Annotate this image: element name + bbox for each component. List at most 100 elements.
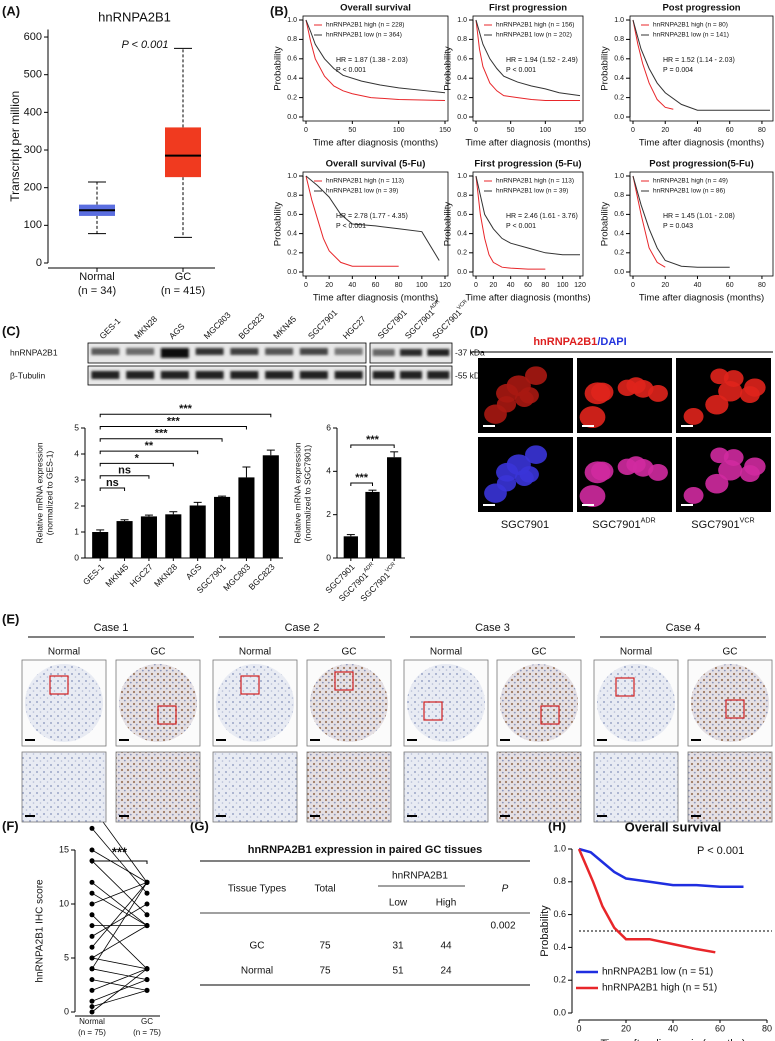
category-note: (n = 75) (78, 1028, 106, 1037)
y-tick-label: 0.4 (287, 230, 297, 237)
annotation: P = 0.004 (663, 67, 693, 74)
annotation: HR = 2.46 (1.61 - 3.76) (506, 213, 578, 220)
band (427, 371, 450, 379)
blot-frame (87, 365, 367, 386)
nucleus (683, 486, 704, 504)
y-tick-label: 0 (64, 1006, 69, 1016)
y-axis-label: Probability (273, 46, 284, 91)
band (230, 348, 259, 355)
y-tick-label: 0.2 (614, 94, 624, 101)
pair-line (91, 828, 148, 894)
x-tick-label: 100 (557, 282, 569, 289)
ihc-zoom (306, 751, 392, 823)
x-tick-label: 40 (668, 1023, 678, 1033)
x-tick-label: 50 (507, 127, 515, 134)
x-tick-label: 20 (621, 1023, 631, 1033)
x-tick-label: 80 (758, 127, 766, 134)
nucleus (632, 459, 654, 477)
annotation: P < 0.001 (122, 39, 169, 51)
tissue-label: GC (723, 647, 738, 658)
x-axis-label: Time after diagnosis (months) (639, 293, 764, 304)
scale-bar (25, 739, 35, 741)
legend-label: hnRNPA2B1 high (n = 156) (496, 22, 574, 29)
bar (238, 477, 255, 558)
y-axis-label: Probability (600, 202, 611, 247)
survival-curve (632, 19, 770, 111)
scale-bar (681, 504, 693, 506)
pair-line (91, 892, 148, 926)
y-tick-label: 0.0 (287, 269, 297, 276)
band (265, 371, 294, 379)
lane-label: GES-1 (97, 316, 122, 341)
y-tick-label: 0 (36, 257, 42, 269)
y-tick-label: 200 (24, 182, 42, 194)
band (427, 349, 450, 356)
y-tick-label: 0.2 (553, 975, 566, 985)
band (91, 348, 120, 355)
scale-bar (500, 815, 510, 817)
ihc-zoom (687, 751, 773, 823)
y-tick-label: 0.4 (614, 230, 624, 237)
scale-bar (691, 739, 701, 741)
x-tick-label: 80 (758, 282, 766, 289)
roi-box (423, 701, 443, 721)
case-label: Case 1 (94, 622, 129, 634)
x-tick-label: 100 (539, 127, 551, 134)
significance-bracket (99, 438, 223, 442)
x-tick-label: 80 (541, 282, 549, 289)
chart-title: First progression (5-Fu) (474, 159, 581, 170)
roi-box (49, 675, 69, 695)
ihc-zoom (212, 751, 298, 823)
point (89, 825, 95, 831)
significance-bracket (99, 462, 174, 467)
pair-line (91, 903, 148, 937)
y-tick-label: 15 (59, 844, 69, 854)
pair-line (91, 968, 148, 980)
point (144, 901, 150, 907)
band (299, 348, 328, 355)
lane-label: MKN28 (132, 314, 159, 341)
nucleus (705, 394, 729, 415)
annotation: HR = 1.94 (1.52 - 2.49) (506, 57, 578, 64)
tissue-label: Normal (239, 647, 271, 658)
point (89, 987, 95, 993)
point (89, 933, 95, 939)
superscript: ADR (641, 516, 656, 524)
tissue-label: Normal (620, 647, 652, 658)
annotation: HR = 1.52 (1.14 - 2.03) (663, 57, 735, 64)
point (89, 858, 95, 864)
significance-label: *** (355, 472, 369, 484)
x-tick-label: 120 (574, 282, 586, 289)
category-note: (n = 34) (78, 285, 116, 297)
pair-line (91, 968, 148, 991)
cell-label: SGC7901 (501, 519, 549, 531)
y-tick-label: 500 (24, 69, 42, 81)
x-tick-label: 60 (715, 1023, 725, 1033)
table-header: P (502, 884, 509, 895)
bar (262, 455, 279, 558)
annotation: P = 0.043 (663, 223, 693, 230)
point (89, 879, 95, 885)
tissue-label: GC (342, 647, 357, 658)
x-tick-label: AGS (184, 562, 204, 582)
y-tick-label: 0.6 (287, 56, 297, 63)
point (89, 998, 95, 1004)
label-text: SGC7901 (501, 519, 549, 531)
tissue-core (691, 664, 769, 742)
point (89, 912, 95, 918)
annotation: P < 0.001 (336, 67, 366, 74)
legend-label: hnRNPA2B1 high (n = 113) (496, 178, 574, 185)
x-axis-label: Time after diagnosis (months) (313, 138, 438, 149)
point (144, 912, 150, 918)
annotation: HR = 1.87 (1.38 - 2.03) (336, 57, 408, 64)
significance-label: *** (167, 415, 181, 427)
pair-line (91, 968, 148, 1013)
x-tick-label: MGC803 (221, 562, 252, 593)
table-subheader: Low (389, 898, 408, 909)
y-tick-label: 0.0 (614, 269, 624, 276)
y-tick-label: 2 (74, 500, 79, 510)
nucleus (683, 407, 704, 425)
scale-bar (681, 425, 693, 427)
y-axis-label: Relative mRNA expression (292, 442, 302, 543)
